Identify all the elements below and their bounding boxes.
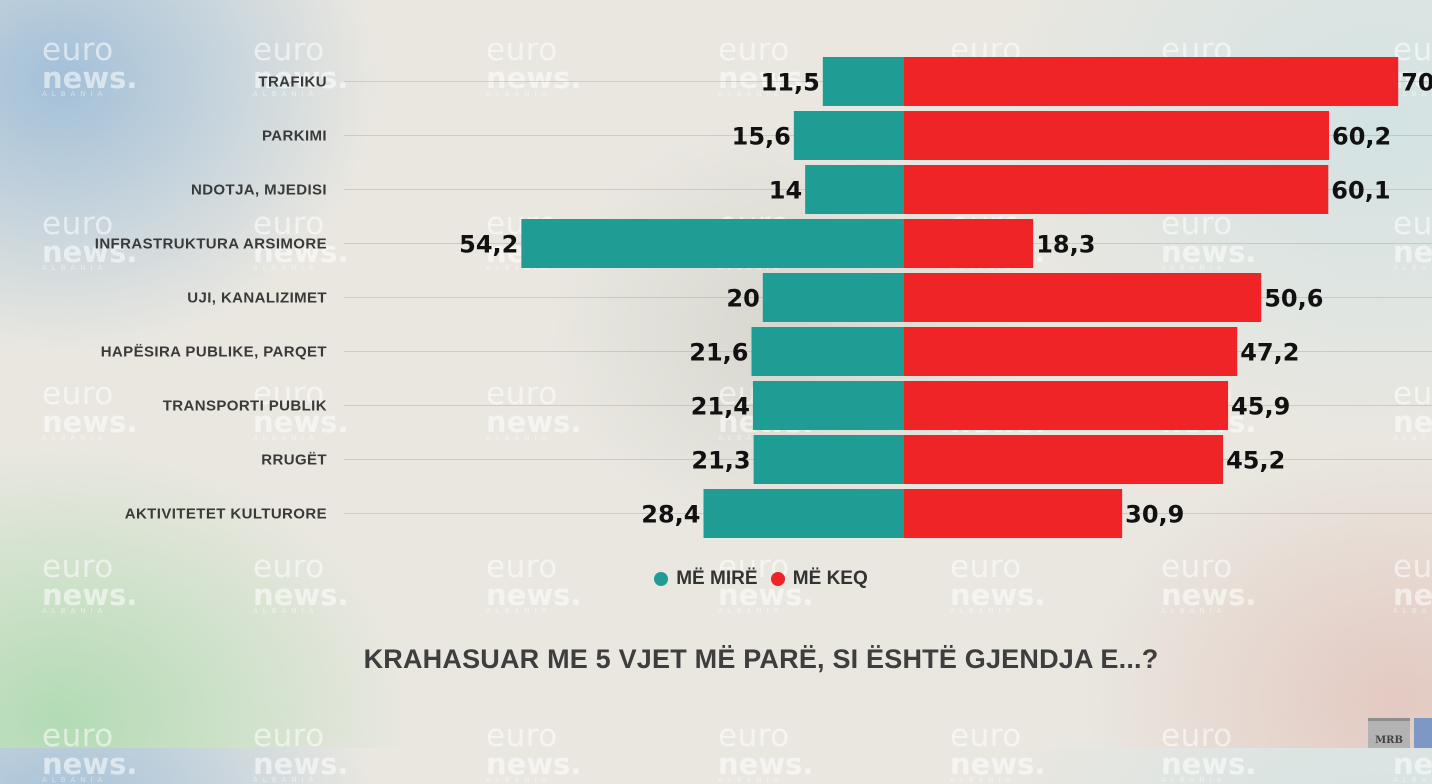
legend-dot-worse (770, 572, 785, 586)
value-label-worse: 45,9 (1231, 393, 1290, 421)
bar-better (805, 165, 904, 214)
series-worse (904, 57, 1399, 538)
bar-better (521, 219, 904, 268)
diverging-bar-chart: TRAFIKU PARKIMI NDOTJA, MJEDISI INFRASTRUKT… (95, 57, 1432, 538)
bar-worse (904, 327, 1238, 376)
value-label-worse: 30,9 (1125, 501, 1184, 529)
legend-label-worse: MË KEQ (792, 568, 868, 589)
bar-worse (904, 111, 1330, 160)
corner-logos: MRB (1368, 718, 1432, 748)
category-label: INFRASTRUKTURA ARSIMORE (95, 236, 327, 253)
value-label-worse: 60,2 (1332, 123, 1391, 151)
value-labels: 11,5 70 15,6 60,2 14 60,1 54,2 18,3 20 50,6 21,6 47… (459, 69, 1432, 529)
value-label-better: 11,5 (761, 69, 820, 97)
legend: MË MIRË MË KEQ (0, 568, 1432, 592)
value-label-better: 21,6 (689, 339, 748, 367)
bar-worse (904, 273, 1262, 322)
bar-better (793, 111, 904, 160)
bar-worse (904, 165, 1329, 214)
bar-worse (904, 219, 1034, 268)
bar-worse (904, 489, 1123, 538)
category-label: UJI, KANALIZIMET (187, 290, 327, 307)
category-label: AKTIVITETET KULTURORE (125, 506, 327, 523)
bar-worse (904, 57, 1399, 106)
value-label-better: 54,2 (459, 231, 518, 259)
legend-label-better: MË MIRË (676, 568, 758, 589)
mrb-logo: MRB (1368, 718, 1410, 748)
value-label-better: 28,4 (641, 501, 700, 529)
bar-better (703, 489, 904, 538)
category-labels: TRAFIKU PARKIMI NDOTJA, MJEDISI INFRASTRUKT… (95, 74, 327, 523)
value-label-better: 15,6 (732, 123, 791, 151)
legend-item-better: MË MIRË (654, 568, 758, 590)
series-better (521, 57, 904, 538)
category-label: NDOTJA, MJEDISI (191, 182, 327, 199)
bar-better (822, 57, 904, 106)
bar-worse (904, 435, 1224, 484)
category-label: PARKIMI (262, 128, 327, 145)
value-label-worse: 18,3 (1036, 231, 1095, 259)
category-label: RRUGËT (261, 452, 327, 469)
value-label-better: 21,4 (691, 393, 750, 421)
value-label-better: 14 (769, 177, 802, 205)
bar-better (751, 327, 904, 376)
bar-better (753, 435, 904, 484)
legend-item-worse: MË KEQ (770, 568, 868, 590)
value-label-worse: 45,2 (1226, 447, 1285, 475)
value-label-worse: 47,2 (1240, 339, 1299, 367)
value-label-worse: 60,1 (1331, 177, 1390, 205)
bar-worse (904, 381, 1229, 430)
category-label: HAPËSIRA PUBLIKE, PARQET (101, 344, 327, 361)
value-label-better: 20 (726, 285, 759, 313)
value-label-worse: 70 (1401, 69, 1432, 97)
bar-better (762, 273, 904, 322)
category-label: TRANSPORTI PUBLIK (163, 398, 327, 415)
bar-better (752, 381, 904, 430)
partner-logo (1414, 718, 1432, 748)
chart-title: KRAHASUAR ME 5 VJET MË PARË, SI ËSHTË GJ… (363, 644, 1159, 674)
legend-dot-better (654, 572, 669, 586)
category-label: TRAFIKU (258, 74, 327, 91)
value-label-better: 21,3 (691, 447, 750, 475)
value-label-worse: 50,6 (1264, 285, 1323, 313)
